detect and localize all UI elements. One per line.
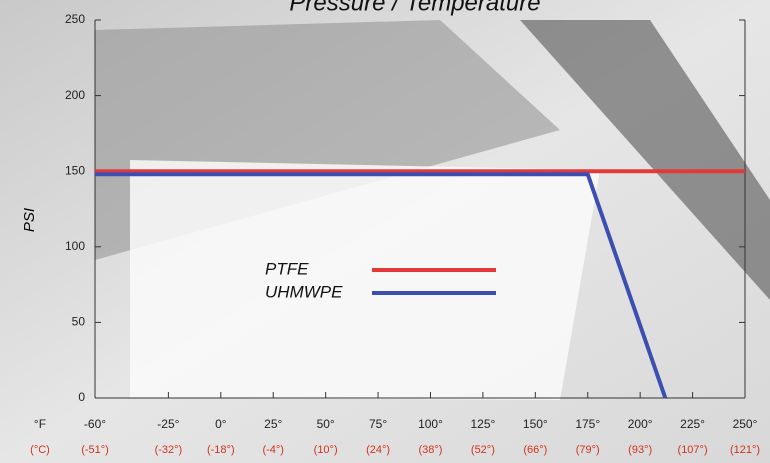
x-tick-label: 50° bbox=[317, 417, 335, 431]
secondary-x-tick-label: (-51°) bbox=[81, 444, 109, 456]
x-tick-label: -25° bbox=[157, 417, 179, 431]
secondary-x-tick-label: (93°) bbox=[628, 444, 652, 456]
secondary-x-tick-label: (121°) bbox=[730, 444, 760, 456]
secondary-x-tick-label: (107°) bbox=[678, 444, 708, 456]
y-tick-label: 100 bbox=[65, 239, 85, 253]
legend-label: UHMWPE bbox=[265, 282, 343, 301]
secondary-x-tick-label: (38°) bbox=[418, 444, 442, 456]
y-tick-label: 150 bbox=[65, 163, 85, 177]
x-tick-label: 225° bbox=[680, 417, 705, 431]
x-tick-label: 125° bbox=[470, 417, 495, 431]
x-tick-label: 150° bbox=[523, 417, 548, 431]
secondary-x-tick-label: (-32°) bbox=[155, 444, 183, 456]
x-tick-label: 200° bbox=[628, 417, 653, 431]
y-tick-label: 250 bbox=[65, 12, 85, 26]
page: {"chart_data": {"type": "line", "title":… bbox=[0, 0, 770, 463]
y-tick-label: 200 bbox=[65, 88, 85, 102]
legend-label: PTFE bbox=[265, 259, 309, 278]
y-tick-label: 0 bbox=[78, 390, 85, 404]
secondary-unit-label: (°C) bbox=[30, 444, 50, 456]
chart-title: Pressure / Temperature bbox=[289, 0, 540, 16]
secondary-x-tick-label: (10°) bbox=[314, 444, 338, 456]
x-tick-label: 0° bbox=[215, 417, 227, 431]
secondary-x-tick-label: (66°) bbox=[523, 444, 547, 456]
x-tick-label: -60° bbox=[84, 417, 106, 431]
x-unit-label: °F bbox=[34, 417, 46, 431]
y-tick-label: 50 bbox=[72, 315, 86, 329]
secondary-x-tick-label: (24°) bbox=[366, 444, 390, 456]
secondary-x-tick-label: (79°) bbox=[576, 444, 600, 456]
secondary-x-tick-label: (-4°) bbox=[262, 444, 284, 456]
x-tick-label: 75° bbox=[369, 417, 387, 431]
secondary-x-tick-label: (52°) bbox=[471, 444, 495, 456]
secondary-x-tick-label: (-18°) bbox=[207, 444, 235, 456]
x-tick-label: 100° bbox=[418, 417, 443, 431]
chart: Pressure / Temperature PSI °F (°C) 0 50 10… bbox=[0, 0, 770, 463]
y-axis-label: PSI bbox=[21, 208, 38, 232]
x-tick-label: 175° bbox=[575, 417, 600, 431]
photo-shape bbox=[130, 160, 600, 400]
x-tick-label: 250° bbox=[733, 417, 758, 431]
x-tick-label: 25° bbox=[264, 417, 282, 431]
